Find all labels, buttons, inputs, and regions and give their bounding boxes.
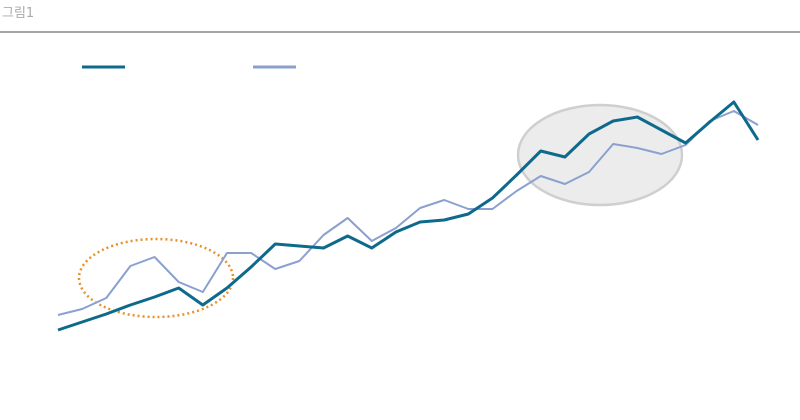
highlight-ellipse [77,237,235,319]
series-line [57,100,760,332]
series-line [57,110,759,316]
chart-title: 그림1 [2,6,34,21]
highlight-ellipse [516,103,684,207]
